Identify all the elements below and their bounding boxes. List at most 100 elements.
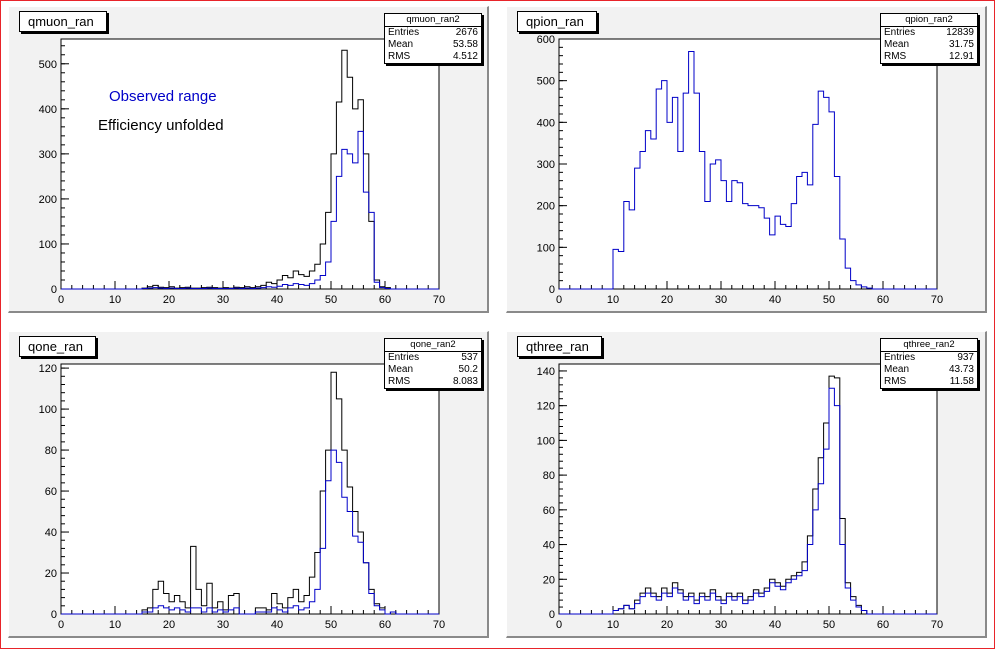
x-tick-label: 0 [58,294,64,306]
y-tick-label: 80 [45,445,57,457]
y-tick-label: 500 [537,76,555,88]
x-tick-label: 60 [379,619,391,631]
stats-entries: 2676 [455,27,478,38]
plot-frame [60,363,440,615]
x-tick-label: 70 [433,294,445,306]
x-tick-label: 0 [556,294,562,306]
hist-title: qone_ran [19,336,96,357]
pad-qmuon: 0 10 20 30 40 50 60 70 0 100 200 300 400 500 qmuon_ra… [8,6,489,313]
stats-rms: 12.91 [948,51,974,62]
y-tick-label: 400 [537,117,555,129]
y-tick-label: 600 [537,34,555,46]
x-tick-label: 20 [163,619,175,631]
y-tick-label: 0 [549,609,555,621]
x-tick-label: 30 [715,294,727,306]
x-tick-label: 30 [715,619,727,631]
stats-entries-label: Entries [884,352,916,363]
stats-entries: 12839 [946,27,974,38]
hist-plot: 0 10 20 30 40 50 60 70 0 100 200 300 400 500 [39,38,445,306]
plot-frame [558,363,938,615]
histogram-series [559,51,937,290]
x-tick-label: 40 [769,294,781,306]
y-tick-label: 120 [537,401,555,413]
x-tick-label: 0 [556,619,562,631]
x-tick-label: 20 [661,619,673,631]
stats-box: qmuon_ran2 Entries 2676 Mean 53.58 RMS 4.51… [384,13,482,64]
stats-mean-label: Mean [388,364,414,375]
x-tick-label: 60 [877,294,889,306]
x-tick-label: 40 [271,294,283,306]
y-tick-label: 20 [543,574,555,586]
x-tick-label: 60 [379,294,391,306]
x-tick-label: 40 [271,619,283,631]
stats-entries-label: Entries [388,27,420,38]
x-tick-label: 10 [109,619,121,631]
hist-title: qmuon_ran [19,11,107,32]
x-tick-label: 10 [607,294,619,306]
x-tick-label: 20 [661,294,673,306]
stats-mean-label: Mean [884,364,910,375]
pad-qone: 0 10 20 30 40 50 60 70 0 20 40 60 80 100 120 qone_ran … [8,331,489,638]
stats-mean-label: Mean [884,39,910,50]
stats-rms: 4.512 [452,51,478,62]
y-tick-label: 0 [549,284,555,296]
y-tick-label: 60 [543,505,555,517]
y-tick-label: 100 [537,242,555,254]
x-tick-label: 10 [109,294,121,306]
x-tick-label: 40 [769,619,781,631]
stats-mean: 31.75 [948,39,974,50]
x-tick-label: 70 [433,619,445,631]
annotation-efficiency: Efficiency unfolded [98,117,224,134]
stats-title: qthree_ran2 [881,339,977,352]
histogram-series [559,387,937,615]
y-tick-label: 60 [45,486,57,498]
x-tick-label: 50 [823,619,835,631]
hist-plot: 0 10 20 30 40 50 60 70 0 20 40 60 80 100 120 140 [537,363,943,631]
stats-mean: 50.2 [458,364,478,375]
pad-qpion: 0 10 20 30 40 50 60 70 0 100 200 300 400 500 600 qpion… [506,6,987,313]
y-tick-label: 300 [39,149,57,161]
stats-box: qpion_ran2 Entries 12839 Mean 31.75 RMS 12.… [880,13,978,64]
y-tick-label: 100 [537,435,555,447]
y-tick-label: 200 [39,194,57,206]
stats-title: qone_ran2 [385,339,481,352]
x-tick-label: 0 [58,619,64,631]
x-tick-label: 20 [163,294,175,306]
stats-rms-label: RMS [884,51,907,62]
x-tick-label: 30 [217,619,229,631]
y-tick-label: 80 [543,470,555,482]
stats-rms-label: RMS [884,376,907,387]
y-tick-label: 40 [543,540,555,552]
plot-frame [60,38,440,290]
y-tick-label: 100 [39,404,57,416]
y-tick-label: 0 [51,609,57,621]
x-tick-label: 60 [877,619,889,631]
stats-title: qmuon_ran2 [385,14,481,27]
histogram-series [61,449,439,615]
stats-box: qthree_ran2 Entries 937 Mean 43.73 RMS 11.5… [880,338,978,389]
y-tick-label: 300 [537,159,555,171]
stats-title: qpion_ran2 [881,14,977,27]
pad-qthree: 0 10 20 30 40 50 60 70 0 20 40 60 80 100 120 140 qthree… [506,331,987,638]
plot-frame [558,38,938,290]
stats-mean: 53.58 [452,39,478,50]
y-tick-label: 140 [537,366,555,378]
y-tick-label: 100 [39,239,57,251]
hist-title: qpion_ran [517,11,597,32]
stats-entries-label: Entries [884,27,916,38]
x-tick-label: 10 [607,619,619,631]
stats-rms: 8.083 [452,376,478,387]
y-tick-label: 0 [51,284,57,296]
stats-rms: 11.58 [949,376,974,387]
stats-entries: 937 [957,352,974,363]
hist-plot: 0 10 20 30 40 50 60 70 0 20 40 60 80 100 120 [39,363,445,631]
x-tick-label: 50 [325,294,337,306]
stats-mean-label: Mean [388,39,414,50]
histogram-series [61,130,439,290]
y-tick-label: 500 [39,59,57,71]
x-tick-label: 70 [931,619,943,631]
stats-rms-label: RMS [388,376,411,387]
x-tick-label: 50 [325,619,337,631]
stats-entries: 537 [461,352,478,363]
